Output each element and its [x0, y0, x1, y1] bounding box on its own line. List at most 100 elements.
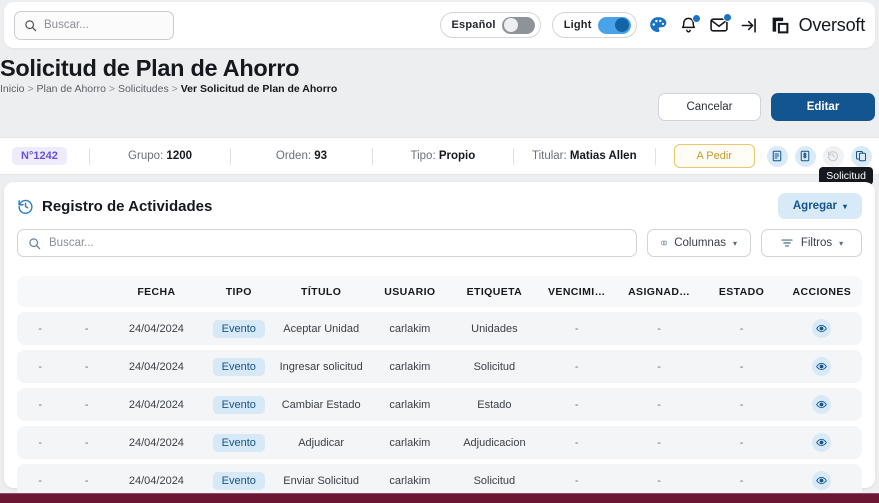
- cancel-button[interactable]: Cancelar: [658, 93, 761, 121]
- view-button[interactable]: [812, 357, 832, 376]
- column-header-asignado[interactable]: ASIGNAD…: [616, 276, 702, 307]
- card-title: Registro de Actividades: [42, 197, 213, 215]
- palette-icon[interactable]: [648, 15, 668, 35]
- column-header-etiqueta[interactable]: ETIQUETA: [452, 276, 537, 307]
- row-cell-usuario: carlakim: [367, 350, 453, 383]
- row-cell-blank-2: -: [63, 312, 110, 345]
- column-header-acciones[interactable]: ACCIONES: [781, 276, 862, 307]
- table-body: - -24/04/2024 Evento Aceptar Unidad carlakim…: [17, 312, 862, 497]
- page-title: Solicitud de Plan de Ahorro: [0, 55, 300, 81]
- envelope-icon[interactable]: [709, 13, 732, 35]
- row-cell-vencimiento: -: [536, 350, 617, 383]
- footer-bar: [0, 494, 879, 503]
- status-badge: A Pedir: [673, 144, 755, 168]
- theme-toggle[interactable]: Light: [551, 12, 637, 38]
- breadcrumb-item-inicio[interactable]: Inicio: [0, 83, 25, 95]
- dollar-icon[interactable]: [794, 145, 816, 167]
- view-button[interactable]: [812, 433, 832, 452]
- language-toggle[interactable]: Español: [439, 12, 541, 38]
- tooltip-solicitud: Solicitud: [819, 167, 873, 185]
- top-bar: Buscar... Español Light: [4, 2, 875, 48]
- row-cell-acciones: [781, 464, 862, 497]
- breadcrumb-separator: >: [108, 83, 116, 95]
- top-bar-right: Español Light: [439, 12, 865, 38]
- breadcrumb-current: Ver Solicitud de Plan de Ahorro: [180, 83, 338, 95]
- column-header-usuario[interactable]: USUARIO: [367, 276, 453, 307]
- row-cell-titulo: Ingresar solicitud: [274, 350, 368, 383]
- copy-icon-glyph: [856, 151, 867, 162]
- bell-icon[interactable]: [679, 13, 701, 35]
- row-cell-estado: -: [701, 464, 782, 497]
- table-search-input[interactable]: Buscar...: [17, 229, 637, 257]
- language-toggle-switch[interactable]: [501, 16, 535, 34]
- filters-button[interactable]: Filtros ▾: [761, 229, 862, 257]
- row-cell-etiqueta: Adjudicacion: [452, 426, 537, 459]
- table-row[interactable]: - -24/04/2024 Evento Adjudicar carlakim Adjud…: [17, 426, 862, 459]
- copy-icon[interactable]: [850, 145, 872, 167]
- row-cell-titulo: Cambiar Estado: [274, 388, 368, 421]
- eye-icon: [816, 400, 828, 409]
- row-cell-acciones: [781, 388, 862, 421]
- row-cell-tipo: Evento: [202, 312, 275, 345]
- info-label-orden: Orden:: [275, 150, 312, 162]
- row-cell-vencimiento: -: [536, 312, 617, 345]
- edit-button[interactable]: Editar: [771, 93, 875, 121]
- search-icon: [29, 237, 41, 249]
- row-cell-estado: -: [701, 388, 782, 421]
- column-header-fecha[interactable]: FECHA: [109, 276, 203, 307]
- columns-icon: [661, 240, 667, 246]
- table-row[interactable]: - -24/04/2024 Evento Ingresar solicitud carl…: [17, 350, 862, 383]
- row-cell-vencimiento: -: [536, 464, 617, 497]
- column-header-tipo[interactable]: TIPO: [202, 276, 275, 307]
- divider: [654, 147, 656, 165]
- row-cell-tipo: Evento: [202, 350, 275, 383]
- bell-badge: [691, 13, 701, 23]
- divider: [230, 147, 232, 165]
- column-header-estado[interactable]: ESTADO: [701, 276, 782, 307]
- palette-icon-glyph: [649, 17, 666, 33]
- column-header-titulo[interactable]: TÍTULO: [274, 276, 368, 307]
- login-arrow-icon-glyph: [741, 17, 756, 33]
- view-button[interactable]: [812, 319, 832, 338]
- column-header-vencimiento[interactable]: VENCIMI…: [536, 276, 617, 307]
- view-button[interactable]: [812, 471, 832, 490]
- chevron-down-icon: ▾: [732, 238, 737, 248]
- chevron-down-icon: ▾: [842, 201, 847, 211]
- row-cell-etiqueta: Solicitud: [452, 350, 537, 383]
- history-icon-glyph: [828, 151, 839, 162]
- divider: [88, 147, 90, 165]
- info-field-tipo: Tipo: Propio: [373, 150, 513, 162]
- breadcrumb-item-solicitudes[interactable]: Solicitudes: [117, 83, 169, 95]
- filters-button-label: Filtros: [800, 237, 833, 249]
- eye-icon: [816, 438, 828, 447]
- row-cell-fecha: 24/04/2024: [109, 426, 203, 459]
- table-row[interactable]: - -24/04/2024 Evento Enviar Solicitud carlak…: [17, 464, 862, 497]
- add-button[interactable]: Agregar ▾: [777, 193, 862, 219]
- column-header-blank-1[interactable]: [17, 276, 64, 307]
- chevron-down-icon: ▾: [839, 238, 844, 248]
- view-button[interactable]: [812, 395, 832, 414]
- document-icon[interactable]: [766, 145, 788, 167]
- row-cell-vencimiento: -: [536, 426, 617, 459]
- row-cell-asignado: -: [616, 464, 702, 497]
- envelope-icon-glyph: [709, 18, 728, 32]
- theme-toggle-switch[interactable]: [597, 16, 631, 34]
- columns-button[interactable]: Columnas ▾: [647, 229, 751, 257]
- eye-icon: [816, 362, 828, 371]
- info-value-grupo: 1200: [166, 150, 193, 162]
- brand: Oversoft: [770, 15, 865, 36]
- page-header: Solicitud de Plan de Ahorro Inicio > Pla…: [0, 54, 879, 95]
- table-row[interactable]: - -24/04/2024 Evento Cambiar Estado carlakim…: [17, 388, 862, 421]
- row-cell-fecha: 24/04/2024: [109, 350, 203, 383]
- login-arrow-icon[interactable]: [740, 16, 759, 35]
- global-search-input[interactable]: Buscar...: [14, 10, 174, 40]
- breadcrumb-item-plan-de-ahorro[interactable]: Plan de Ahorro: [36, 83, 106, 95]
- row-cell-tipo: Evento: [202, 388, 275, 421]
- column-header-blank-2[interactable]: [63, 276, 110, 307]
- row-cell-blank-1: -: [17, 426, 64, 459]
- row-cell-vencimiento: -: [536, 388, 617, 421]
- table-row[interactable]: - -24/04/2024 Evento Aceptar Unidad carlakim…: [17, 312, 862, 345]
- row-cell-titulo: Aceptar Unidad: [274, 312, 368, 345]
- info-field-orden: Orden: 93: [231, 150, 371, 162]
